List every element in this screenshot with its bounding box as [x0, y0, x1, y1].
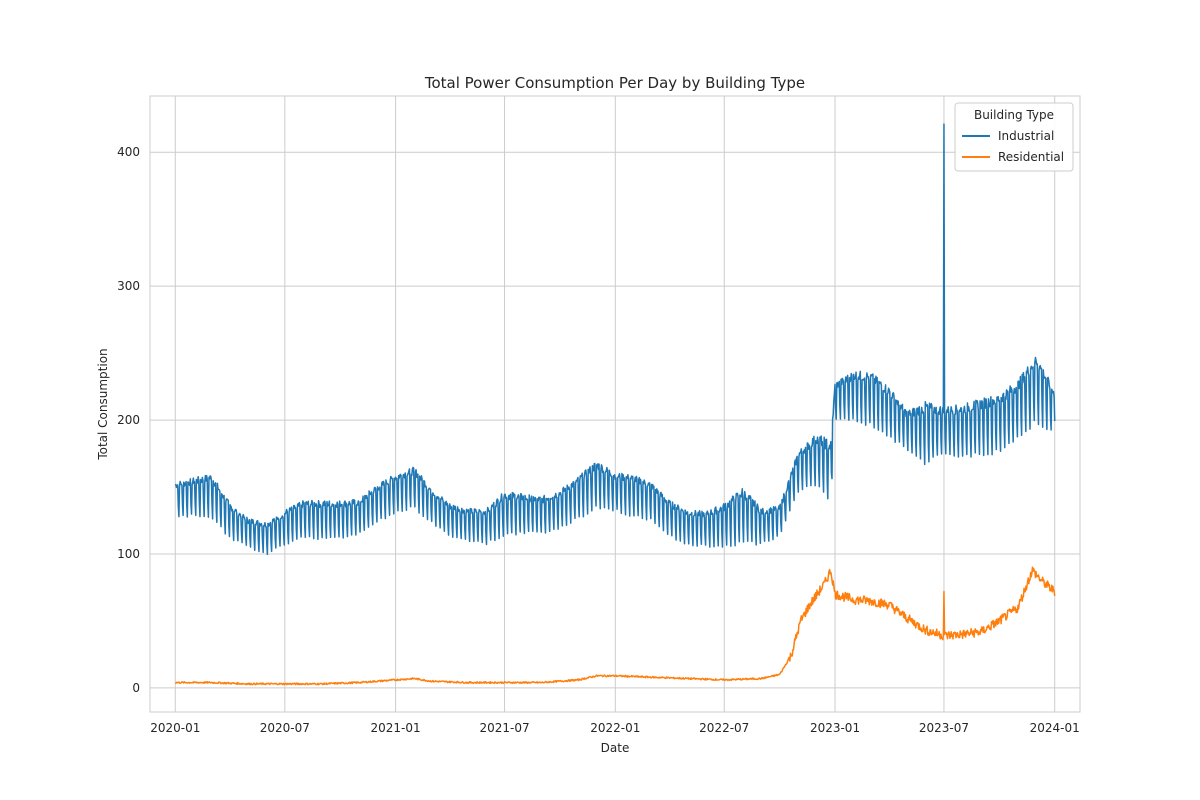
- series-line-residential: [174, 566, 1056, 686]
- legend-label-residential: Residential: [998, 150, 1064, 164]
- y-tick-label-2: 200: [117, 413, 140, 427]
- y-tick-label-3: 300: [117, 279, 140, 293]
- legend-label-industrial: Industrial: [998, 129, 1054, 143]
- x-axis-label: Date: [601, 741, 630, 755]
- tick-labels: 2020-01 2020-07 2021-01 2021-07 2022-01 2022-…: [117, 145, 1080, 735]
- x-tick-label-3: 2021-07: [479, 721, 529, 735]
- x-tick-label-4: 2022-01: [590, 721, 640, 735]
- y-tick-label-0: 0: [132, 681, 140, 695]
- legend-box: [954, 102, 1074, 172]
- plot-frame: [149, 95, 1081, 713]
- x-tick-label-6: 2023-01: [810, 721, 860, 735]
- chart-title: Total Power Consumption Per Day by Build…: [424, 74, 805, 92]
- legend: Building Type Industrial Residential: [954, 102, 1074, 172]
- x-tick-label-0: 2020-01: [150, 721, 200, 735]
- x-tick-label-8: 2024-01: [1030, 721, 1080, 735]
- x-tick-label-2: 2021-01: [371, 721, 421, 735]
- y-tick-label-4: 400: [117, 145, 140, 159]
- y-tick-label-1: 100: [117, 547, 140, 561]
- x-tick-label-1: 2020-07: [260, 721, 310, 735]
- x-tick-label-5: 2022-07: [699, 721, 749, 735]
- series-line-industrial: [174, 123, 1056, 556]
- legend-title: Building Type: [974, 108, 1054, 122]
- series-layer: [174, 123, 1056, 686]
- y-axis-label: Total Consumption: [96, 348, 110, 460]
- x-tick-label-7: 2023-07: [919, 721, 969, 735]
